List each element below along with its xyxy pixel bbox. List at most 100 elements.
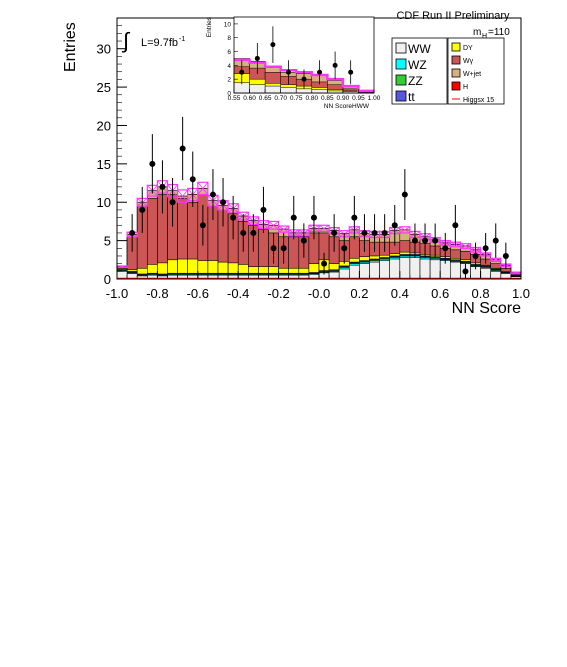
legend-w-label: Wγ xyxy=(463,58,474,65)
x-tick-label-1: -0.8 xyxy=(146,286,168,301)
data-point-24 xyxy=(371,229,378,236)
data-point-25 xyxy=(381,229,388,236)
uncertainty-hatch-b-39 xyxy=(510,271,522,275)
bar-ww-27 xyxy=(389,258,401,280)
inset-bar-ww-1 xyxy=(249,84,266,94)
data-point-5 xyxy=(179,145,186,152)
bar-ww-30 xyxy=(419,258,431,280)
uncertainty-hatch-b-0 xyxy=(116,265,128,268)
inset-data-point-6 xyxy=(332,62,338,68)
bar-ww-28 xyxy=(399,257,411,280)
inset-y-tick-label-3: 6 xyxy=(227,49,231,56)
data-point-26 xyxy=(391,222,398,229)
inset-data-point-2 xyxy=(270,42,276,48)
uncertainty-band-16 xyxy=(278,225,290,233)
x-tick-label-8: 0.6 xyxy=(431,286,449,301)
data-point-37 xyxy=(502,252,509,259)
mass-label: m H =110 xyxy=(473,27,510,40)
data-point-29 xyxy=(422,237,429,244)
data-point-7 xyxy=(199,222,206,229)
bar-ww-24 xyxy=(359,263,370,280)
inset-x-tick-label-0: 0.55 xyxy=(228,95,241,102)
inset-x-tick-label-9: 1.00 xyxy=(368,95,381,102)
uncertainty-hatch-b-28 xyxy=(399,226,411,234)
uncertainty-hatch-b-34 xyxy=(460,243,471,249)
data-point-33 xyxy=(462,268,469,275)
legend-dy-label: DY xyxy=(463,45,473,52)
x-tick-label-9: 0.8 xyxy=(472,286,490,301)
mass-subscript: H xyxy=(482,33,487,40)
inset-x-axis-label: NN ScoreHWW xyxy=(324,103,370,110)
uncertainty-hatch-b-8 xyxy=(197,182,209,195)
integral-symbol: ∫ xyxy=(121,28,131,53)
data-point-14 xyxy=(270,245,277,252)
x-tick-label-7: 0.4 xyxy=(391,286,409,301)
bar-ww-26 xyxy=(379,260,391,280)
bar-ww-36 xyxy=(480,267,492,280)
data-point-32 xyxy=(452,222,459,229)
inset-y-tick-label-1: 2 xyxy=(227,77,231,84)
data-point-28 xyxy=(411,237,418,244)
inset-y-tick-label-2: 4 xyxy=(227,63,231,70)
legend-h-label: H xyxy=(463,84,468,91)
data-point-12 xyxy=(250,229,257,236)
lumi-text: L=9.7fb xyxy=(141,37,178,49)
x-tick-label-2: -0.6 xyxy=(187,286,209,301)
x-tick-label-0: -1.0 xyxy=(106,286,128,301)
inset-bar-ww-5 xyxy=(311,89,328,94)
mass-value: =110 xyxy=(488,27,510,38)
inset-y-tick-label-0: 0 xyxy=(227,91,231,98)
inset-x-tick-label-1: 0.60 xyxy=(243,95,256,102)
y-tick-label-6: 30 xyxy=(97,42,111,57)
legend-wz-swatch xyxy=(395,58,407,70)
inset-x-tick-label-4: 0.75 xyxy=(290,95,303,102)
y-tick-label-0: 0 xyxy=(104,272,111,287)
data-point-20 xyxy=(331,229,338,236)
bar-ww-22 xyxy=(338,268,350,280)
uncertainty-hatch-b-15 xyxy=(268,221,279,230)
inset-bar-ww-4 xyxy=(295,88,313,94)
uncertainty-band-37 xyxy=(490,257,502,262)
data-point-10 xyxy=(230,214,237,221)
data-point-23 xyxy=(361,229,368,236)
data-point-18 xyxy=(310,214,317,221)
data-point-9 xyxy=(220,199,227,206)
data-point-30 xyxy=(432,237,439,244)
y-tick-label-2: 10 xyxy=(97,195,111,210)
legend-higgsx15-label: Higgsx 15 xyxy=(463,97,494,104)
mass-symbol: m xyxy=(473,27,481,38)
inset-x-tick-label-3: 0.70 xyxy=(274,95,287,102)
uncertainty-band-28 xyxy=(399,226,411,234)
inset-data-point-4 xyxy=(301,76,307,82)
luminosity-label: ∫ L=9.7fb -1 xyxy=(121,28,185,53)
y-tick-label-3: 15 xyxy=(97,157,111,172)
data-point-17 xyxy=(300,237,307,244)
x-tick-label-3: -0.4 xyxy=(227,286,249,301)
lumi-exponent: -1 xyxy=(179,36,185,43)
inset-data-point-7 xyxy=(348,69,354,75)
data-point-3 xyxy=(159,183,166,190)
uncertainty-hatch-b-6 xyxy=(177,189,189,203)
inset-x-tick-label-5: 0.80 xyxy=(305,95,318,102)
legend-zz-label: ZZ xyxy=(408,74,423,88)
inset-bar-ww-2 xyxy=(264,85,281,94)
inset-data-point-5 xyxy=(317,69,323,75)
inset-x-tick-label-8: 0.95 xyxy=(352,95,365,102)
uncertainty-hatch-b-20 xyxy=(318,224,330,232)
inset-x-tick-label-7: 0.90 xyxy=(337,95,350,102)
data-point-19 xyxy=(321,260,328,267)
bar-ww-33 xyxy=(449,261,461,280)
data-point-34 xyxy=(472,252,479,259)
legend-wz-label: WZ xyxy=(408,58,427,72)
uncertainty-hatch-b-16 xyxy=(278,225,289,233)
data-point-11 xyxy=(240,229,247,236)
data-point-31 xyxy=(442,245,449,252)
inset-y-tick-label-4: 8 xyxy=(227,35,231,42)
bar-ww-29 xyxy=(409,257,421,280)
legend-wjet-label: W+jet xyxy=(463,71,481,78)
legend: WW DY WZ Wγ ZZ W+jet tt H Higgsx 15 xyxy=(391,37,505,105)
uncertainty-hatch-b-37 xyxy=(490,257,501,262)
data-point-0 xyxy=(129,229,136,236)
data-point-16 xyxy=(290,214,297,221)
